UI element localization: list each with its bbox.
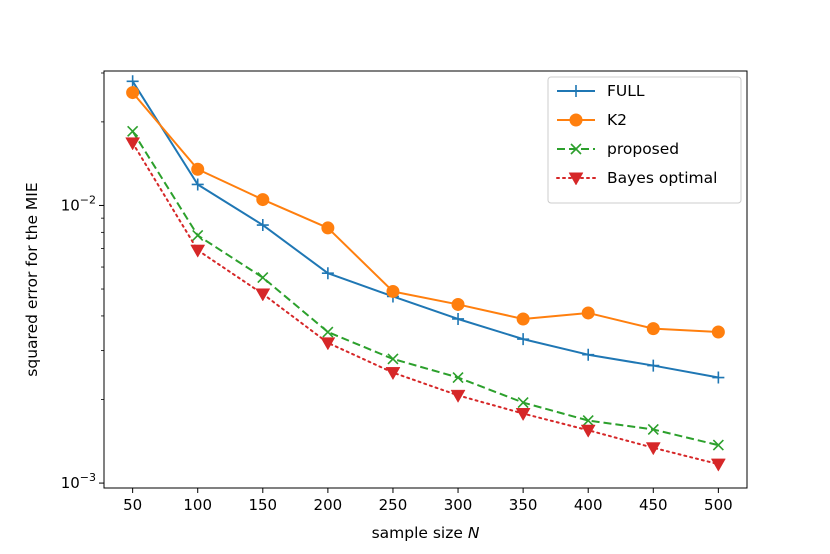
data-point-bayes-optimal <box>710 458 726 472</box>
x-tick-label: 50 <box>123 496 142 514</box>
x-tick-label: 250 <box>379 496 408 514</box>
y-tick-label: 10−2 <box>61 193 96 214</box>
data-point-bayes-optimal <box>320 337 336 351</box>
legend-entry-proposed: proposed <box>557 140 679 158</box>
data-point-k2 <box>646 322 660 336</box>
x-tick-label: 500 <box>704 496 733 514</box>
series-line-k2 <box>131 91 719 334</box>
data-point-bayes-optimal <box>515 408 531 422</box>
data-point-full <box>191 178 204 191</box>
data-point-k2 <box>321 221 335 235</box>
legend-marker-full <box>570 85 582 97</box>
x-axis-label-text: sample size <box>372 524 468 542</box>
data-point-proposed <box>712 439 724 451</box>
data-point-k2 <box>256 193 270 207</box>
legend-label-proposed: proposed <box>607 140 679 158</box>
data-point-k2 <box>386 284 400 298</box>
data-point-full <box>321 267 334 280</box>
x-tick-label: 450 <box>639 496 668 514</box>
data-point-full <box>712 371 725 384</box>
x-axis-label: sample size N <box>372 524 480 542</box>
data-point-k2 <box>581 306 595 320</box>
y-tick-exponent: −2 <box>80 193 96 206</box>
legend-label-full: FULL <box>607 82 645 100</box>
legend-entry-k2: K2 <box>557 111 627 129</box>
data-point-full <box>582 348 595 361</box>
legend-marker-proposed <box>570 143 582 155</box>
data-point-k2 <box>126 86 140 100</box>
y-tick-exponent: −3 <box>80 471 96 484</box>
series-proposed <box>127 125 724 451</box>
data-point-proposed <box>517 396 529 409</box>
series-k2 <box>126 86 725 339</box>
x-tick-label: 400 <box>574 496 603 514</box>
data-point-full <box>517 333 530 346</box>
legend-label-k2: K2 <box>607 111 627 129</box>
y-tick-base: 10 <box>61 196 80 214</box>
x-tick-label: 100 <box>183 496 212 514</box>
data-point-full <box>126 75 139 88</box>
data-point-k2 <box>191 162 205 176</box>
legend-marker-bayes-optimal <box>568 172 584 186</box>
data-point-bayes-optimal <box>645 442 661 456</box>
plot-frame <box>103 70 748 489</box>
y-axis-label: squared error for the MIE <box>23 182 41 376</box>
data-point-bayes-optimal <box>255 288 271 302</box>
data-point-full <box>647 359 660 372</box>
series-bayes-optimal <box>125 137 726 472</box>
series-line-proposed <box>131 130 719 447</box>
legend-label-bayes-optimal: Bayes optimal <box>607 169 717 187</box>
data-point-bayes-optimal <box>190 244 206 258</box>
series-layer <box>125 75 726 472</box>
x-tick-label: 350 <box>509 496 538 514</box>
data-point-full <box>452 312 465 325</box>
x-axis-label-variable: N <box>468 524 480 542</box>
legend-entry-bayes-optimal: Bayes optimal <box>556 169 717 187</box>
x-axis-ticks: 50 100 150 200 250 300 350 400 450 500 <box>123 488 733 514</box>
data-point-proposed <box>322 326 334 338</box>
data-point-proposed <box>387 353 399 365</box>
data-point-proposed <box>192 229 204 241</box>
data-point-k2 <box>516 312 530 326</box>
legend: FULL K2 proposed Bayes optimal <box>547 76 742 204</box>
data-point-bayes-optimal <box>385 367 401 381</box>
data-point-proposed <box>257 271 269 284</box>
data-point-proposed <box>647 423 659 436</box>
y-tick-base: 10 <box>61 474 80 492</box>
data-point-proposed <box>582 414 594 427</box>
data-point-bayes-optimal <box>580 424 596 438</box>
legend-marker-k2 <box>569 113 583 127</box>
data-point-proposed <box>452 371 464 384</box>
x-tick-label: 200 <box>314 496 343 514</box>
data-point-k2 <box>451 297 465 311</box>
data-point-bayes-optimal <box>450 389 466 403</box>
x-tick-label: 300 <box>444 496 473 514</box>
series-line-bayes-optimal <box>131 141 720 466</box>
data-point-k2 <box>711 325 725 339</box>
x-tick-label: 150 <box>248 496 277 514</box>
data-point-bayes-optimal <box>125 137 141 151</box>
data-point-proposed <box>127 125 139 137</box>
y-tick-label: 10−3 <box>61 471 96 492</box>
series-full <box>126 75 725 384</box>
data-point-full <box>256 219 269 232</box>
y-axis-ticks: 10−210−3 <box>61 193 104 492</box>
series-line-full <box>131 80 719 379</box>
legend-box <box>547 76 742 204</box>
legend-entry-full: FULL <box>557 82 645 100</box>
